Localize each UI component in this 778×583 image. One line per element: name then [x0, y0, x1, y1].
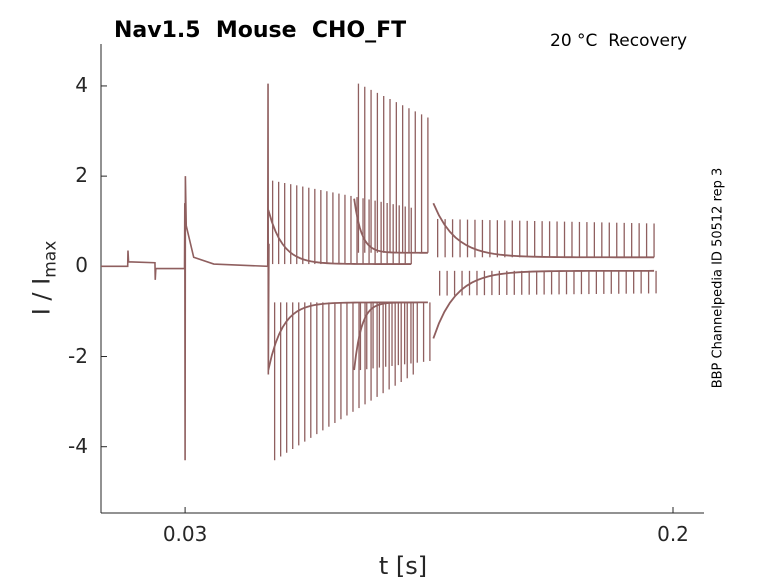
y-tick-label: 4	[75, 72, 88, 97]
chart-subtitle: 20 °C Recovery	[550, 31, 688, 51]
y-tick-label: 0	[75, 253, 88, 278]
y-tick-label: -4	[68, 433, 88, 458]
y-axis-label-sub: max	[40, 240, 61, 278]
y-axis-label-main: I / I	[27, 277, 56, 316]
trace-level-low	[267, 301, 412, 371]
x-tick-label: 0.2	[657, 522, 689, 546]
x-tick-label: 0.03	[162, 522, 208, 546]
y-axis-label: I / Imax	[28, 241, 61, 316]
trace-level-high	[432, 202, 655, 259]
x-axis-label: t [s]	[378, 552, 428, 580]
y-tick-label: -2	[68, 343, 88, 368]
trace-baseline	[101, 83, 270, 461]
source-label: BBP Channelpedia ID 50512 rep 3	[710, 167, 726, 389]
chart-title: Nav1.5 Mouse CHO_FT	[114, 18, 407, 43]
y-tick-label: 2	[75, 163, 88, 188]
